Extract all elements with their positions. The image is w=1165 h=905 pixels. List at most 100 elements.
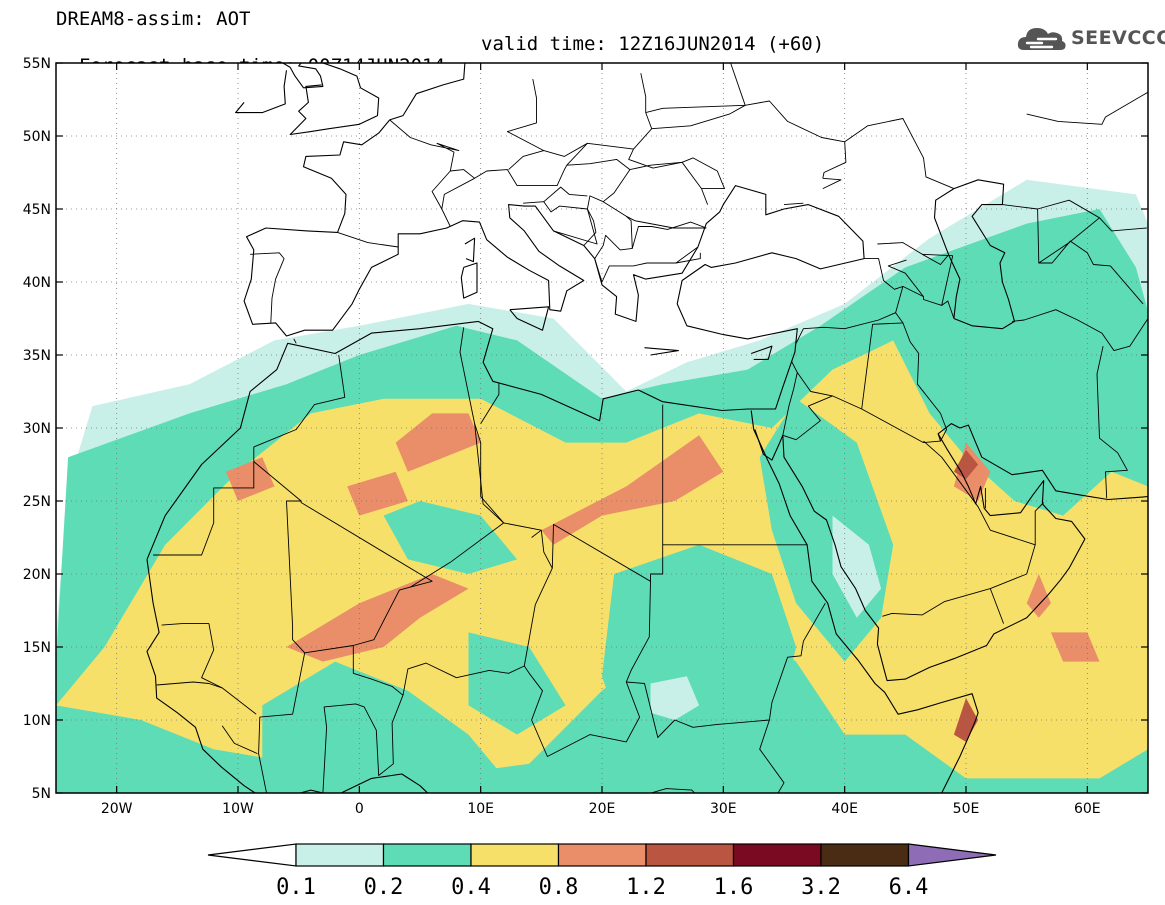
coastline <box>933 179 1016 330</box>
country-border <box>506 79 545 151</box>
lat-tick-label: 10N <box>23 713 51 729</box>
colorbar-label: 1.6 <box>714 875 754 900</box>
country-border <box>322 695 404 793</box>
lon-tick-label: 40E <box>831 801 858 817</box>
colorbar-label: 0.2 <box>364 875 404 900</box>
colorbar-label: 0.1 <box>276 875 316 900</box>
country-border <box>1096 346 1128 499</box>
coastline <box>460 262 478 299</box>
coastline <box>754 423 1148 682</box>
country-border <box>782 395 833 441</box>
colorbar-label: 0.8 <box>539 875 579 900</box>
country-border <box>633 246 699 267</box>
country-border <box>626 215 707 229</box>
country-border <box>441 158 631 227</box>
country-border <box>887 259 924 297</box>
aot-region-0p8-to-1p2 <box>347 471 408 516</box>
coastline <box>282 63 324 89</box>
axis-ticks: 5N 10N 15N 20N 25N 30N 35N 40N 45N 50N 55N 20W 10W 0 1… <box>23 56 1148 817</box>
coastline <box>146 63 865 560</box>
lat-tick-label: 5N <box>32 786 51 802</box>
country-border <box>410 327 505 588</box>
country-border <box>221 725 258 755</box>
country-border <box>161 623 223 689</box>
country-border <box>651 100 847 179</box>
aot-region-1p2-to-1p6 <box>953 449 979 480</box>
country-border <box>1037 199 1100 219</box>
aot-region-0p8-to-1p2 <box>1026 574 1051 618</box>
lon-tick-label: 10E <box>467 801 494 817</box>
colorbar-label: 3.2 <box>801 875 841 900</box>
colorbar-label: 1.2 <box>626 875 666 900</box>
aot-region-0p8-to-1p2 <box>1050 632 1100 662</box>
country-border <box>681 157 725 190</box>
lon-tick-label: 0 <box>355 801 364 817</box>
country-border <box>156 681 257 715</box>
lat-tick-label: 15N <box>23 640 51 656</box>
lat-tick-label: 55N <box>23 56 51 72</box>
country-border <box>941 255 954 306</box>
lat-tick-label: 40N <box>23 275 51 291</box>
aot-region-0p1-to-0p2 <box>650 676 700 720</box>
aot-region-0p2-to-0p4 <box>262 661 505 793</box>
colorbar-box <box>557 843 647 867</box>
colorbar-box <box>470 843 560 867</box>
coastline <box>644 347 679 356</box>
aot-region-0p8-to-1p2 <box>286 574 469 662</box>
coastline <box>289 63 380 136</box>
country-border <box>882 440 1036 617</box>
country-border <box>583 195 633 249</box>
country-border <box>649 719 785 793</box>
coastlines-borders <box>146 63 1148 793</box>
lat-tick-label: 20N <box>23 567 51 583</box>
coastline <box>235 70 288 114</box>
country-border <box>922 253 953 257</box>
coastline <box>509 306 550 331</box>
lat-tick-label: 50N <box>23 129 51 145</box>
country-border <box>902 322 948 442</box>
country-border <box>822 177 842 190</box>
country-border <box>253 354 346 462</box>
lon-tick-label: 30E <box>710 801 737 817</box>
coastline <box>751 345 773 360</box>
lon-tick-label: 20W <box>101 801 133 817</box>
lat-tick-label: 25N <box>23 494 51 510</box>
lon-tick-label: 60E <box>1074 801 1101 817</box>
valid-time: valid time: 12Z16JUN2014 (+60) <box>481 33 825 55</box>
country-border <box>153 461 255 556</box>
colorbar-box <box>295 843 385 867</box>
country-border <box>474 423 542 538</box>
country-border <box>844 118 955 190</box>
country-border <box>628 148 683 169</box>
colorbar-label: 0.4 <box>451 875 491 900</box>
colorbar-box <box>382 843 472 867</box>
seevccc-logo: SEEVCCC <box>1016 22 1165 54</box>
aot-region-0p2-to-0p4 <box>602 544 797 793</box>
country-border <box>675 252 701 264</box>
country-border <box>989 588 1005 624</box>
country-border <box>253 461 433 654</box>
colorbar-over-triangle <box>907 843 997 867</box>
lon-tick-label: 20E <box>589 801 616 817</box>
country-border <box>258 652 306 793</box>
country-border <box>293 338 297 344</box>
country-border <box>352 645 525 696</box>
country-border <box>250 252 285 323</box>
aot-region-0p2-to-0p4 <box>468 632 566 735</box>
colorbar-under-triangle <box>207 843 297 867</box>
coastline <box>750 410 979 793</box>
country-border <box>730 63 746 106</box>
lat-tick-label: 45N <box>23 202 51 218</box>
coastline <box>464 237 476 263</box>
country-border <box>543 186 588 203</box>
coastline <box>146 559 429 793</box>
lon-tick-label: 10W <box>222 801 254 817</box>
aot-region-0p8-to-1p2 <box>541 435 724 545</box>
country-border <box>783 202 804 206</box>
country-border <box>1026 91 1148 125</box>
colorbar: 0.1 0.2 0.4 0.8 1.2 1.6 3.2 6.4 <box>207 843 997 900</box>
lat-tick-label: 30N <box>23 421 51 437</box>
colorbar-label: 6.4 <box>889 875 929 900</box>
aot-region-0p1-to-0p2 <box>832 515 882 618</box>
